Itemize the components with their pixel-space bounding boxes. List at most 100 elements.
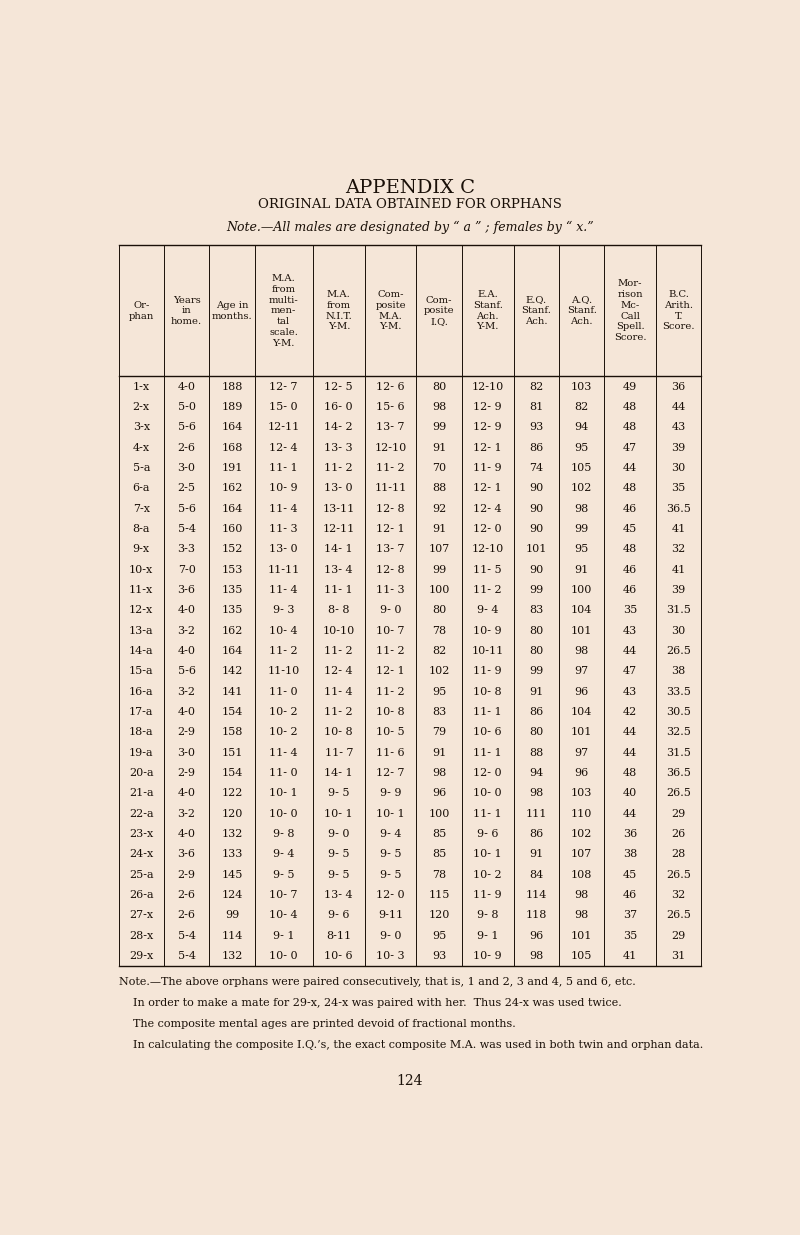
Text: 115: 115 — [429, 890, 450, 900]
Text: 95: 95 — [574, 545, 589, 555]
Text: 42: 42 — [623, 706, 638, 716]
Text: 12-10: 12-10 — [374, 442, 406, 452]
Text: 3-2: 3-2 — [178, 626, 195, 636]
Text: 91: 91 — [432, 524, 446, 534]
Text: 101: 101 — [571, 727, 592, 737]
Text: 10-x: 10-x — [129, 564, 154, 574]
Text: 2-9: 2-9 — [178, 869, 195, 879]
Text: 35: 35 — [672, 483, 686, 493]
Text: 98: 98 — [432, 401, 446, 412]
Text: 39: 39 — [672, 585, 686, 595]
Text: 168: 168 — [222, 442, 242, 452]
Text: 96: 96 — [574, 687, 589, 697]
Text: 3-x: 3-x — [133, 422, 150, 432]
Text: 37: 37 — [623, 910, 638, 920]
Text: 90: 90 — [529, 564, 543, 574]
Text: 14- 1: 14- 1 — [325, 545, 353, 555]
Text: 101: 101 — [526, 545, 547, 555]
Text: 99: 99 — [529, 666, 543, 677]
Text: 10- 8: 10- 8 — [474, 687, 502, 697]
Text: Note.—All males are designated by “ a ” ; females by “ x.”: Note.—All males are designated by “ a ” … — [226, 221, 594, 233]
Text: 4-0: 4-0 — [178, 706, 195, 716]
Text: Com-
posite
I.Q.: Com- posite I.Q. — [424, 295, 454, 326]
Text: 105: 105 — [571, 463, 592, 473]
Text: 9- 6: 9- 6 — [477, 829, 498, 839]
Text: 9- 4: 9- 4 — [477, 605, 498, 615]
Text: 88: 88 — [432, 483, 446, 493]
Text: 92: 92 — [432, 504, 446, 514]
Text: 12- 4: 12- 4 — [270, 442, 298, 452]
Text: 3-2: 3-2 — [178, 809, 195, 819]
Text: Mor-
rison
Mc-
Call
Spell.
Score.: Mor- rison Mc- Call Spell. Score. — [614, 279, 646, 342]
Text: 25-a: 25-a — [129, 869, 154, 879]
Text: 114: 114 — [222, 930, 242, 941]
Text: 10- 0: 10- 0 — [270, 951, 298, 961]
Text: 90: 90 — [529, 524, 543, 534]
Text: 18-a: 18-a — [129, 727, 154, 737]
Text: 22-a: 22-a — [129, 809, 154, 819]
Text: 11- 9: 11- 9 — [474, 463, 502, 473]
Text: 164: 164 — [222, 422, 242, 432]
Text: 44: 44 — [623, 809, 638, 819]
Text: 12- 0: 12- 0 — [474, 768, 502, 778]
Text: M.A.
from
N.I.T.
Y-M.: M.A. from N.I.T. Y-M. — [326, 290, 352, 331]
Text: 5-6: 5-6 — [178, 422, 195, 432]
Text: 38: 38 — [672, 666, 686, 677]
Text: 43: 43 — [623, 626, 638, 636]
Text: 98: 98 — [432, 768, 446, 778]
Text: 45: 45 — [623, 524, 638, 534]
Text: 12- 8: 12- 8 — [376, 564, 405, 574]
Text: 93: 93 — [529, 422, 543, 432]
Text: 36.5: 36.5 — [666, 768, 691, 778]
Text: 9- 9: 9- 9 — [380, 788, 402, 798]
Text: 158: 158 — [222, 727, 242, 737]
Text: 11- 3: 11- 3 — [376, 585, 405, 595]
Text: 47: 47 — [623, 666, 638, 677]
Text: 86: 86 — [529, 829, 543, 839]
Text: 14- 1: 14- 1 — [325, 768, 353, 778]
Text: 11- 1: 11- 1 — [474, 747, 502, 757]
Text: 95: 95 — [574, 442, 589, 452]
Text: 6-a: 6-a — [133, 483, 150, 493]
Text: 5-0: 5-0 — [178, 401, 195, 412]
Text: 43: 43 — [672, 422, 686, 432]
Text: 97: 97 — [574, 666, 589, 677]
Text: 94: 94 — [574, 422, 589, 432]
Text: 141: 141 — [222, 687, 242, 697]
Text: 11-10: 11-10 — [268, 666, 300, 677]
Text: 10- 8: 10- 8 — [325, 727, 353, 737]
Text: 31: 31 — [672, 951, 686, 961]
Text: 90: 90 — [529, 483, 543, 493]
Text: 41: 41 — [672, 524, 686, 534]
Text: 164: 164 — [222, 646, 242, 656]
Text: 90: 90 — [529, 504, 543, 514]
Text: 99: 99 — [432, 422, 446, 432]
Text: 133: 133 — [222, 850, 242, 860]
Text: 10- 6: 10- 6 — [474, 727, 502, 737]
Text: 11- 6: 11- 6 — [376, 747, 405, 757]
Text: 11- 0: 11- 0 — [270, 768, 298, 778]
Text: 44: 44 — [623, 646, 638, 656]
Text: 10- 2: 10- 2 — [270, 727, 298, 737]
Text: 38: 38 — [623, 850, 638, 860]
Text: 12- 4: 12- 4 — [474, 504, 502, 514]
Text: 9- 0: 9- 0 — [380, 605, 402, 615]
Text: 47: 47 — [623, 442, 638, 452]
Text: 39: 39 — [672, 442, 686, 452]
Text: 97: 97 — [574, 747, 589, 757]
Text: 11- 2: 11- 2 — [325, 646, 353, 656]
Text: 98: 98 — [574, 910, 589, 920]
Text: 93: 93 — [432, 951, 446, 961]
Text: 152: 152 — [222, 545, 242, 555]
Text: M.A.
from
multi-
men-
tal
scale.
Y-M.: M.A. from multi- men- tal scale. Y-M. — [269, 274, 298, 347]
Text: APPENDIX C: APPENDIX C — [345, 179, 475, 196]
Text: 154: 154 — [222, 768, 242, 778]
Text: 11- 1: 11- 1 — [325, 585, 353, 595]
Text: 81: 81 — [529, 401, 543, 412]
Text: 12-10: 12-10 — [471, 382, 504, 391]
Text: 44: 44 — [623, 747, 638, 757]
Text: 108: 108 — [571, 869, 592, 879]
Text: In calculating the composite I.Q.’s, the exact composite M.A. was used in both t: In calculating the composite I.Q.’s, the… — [118, 1040, 703, 1050]
Text: 48: 48 — [623, 401, 638, 412]
Text: 48: 48 — [623, 483, 638, 493]
